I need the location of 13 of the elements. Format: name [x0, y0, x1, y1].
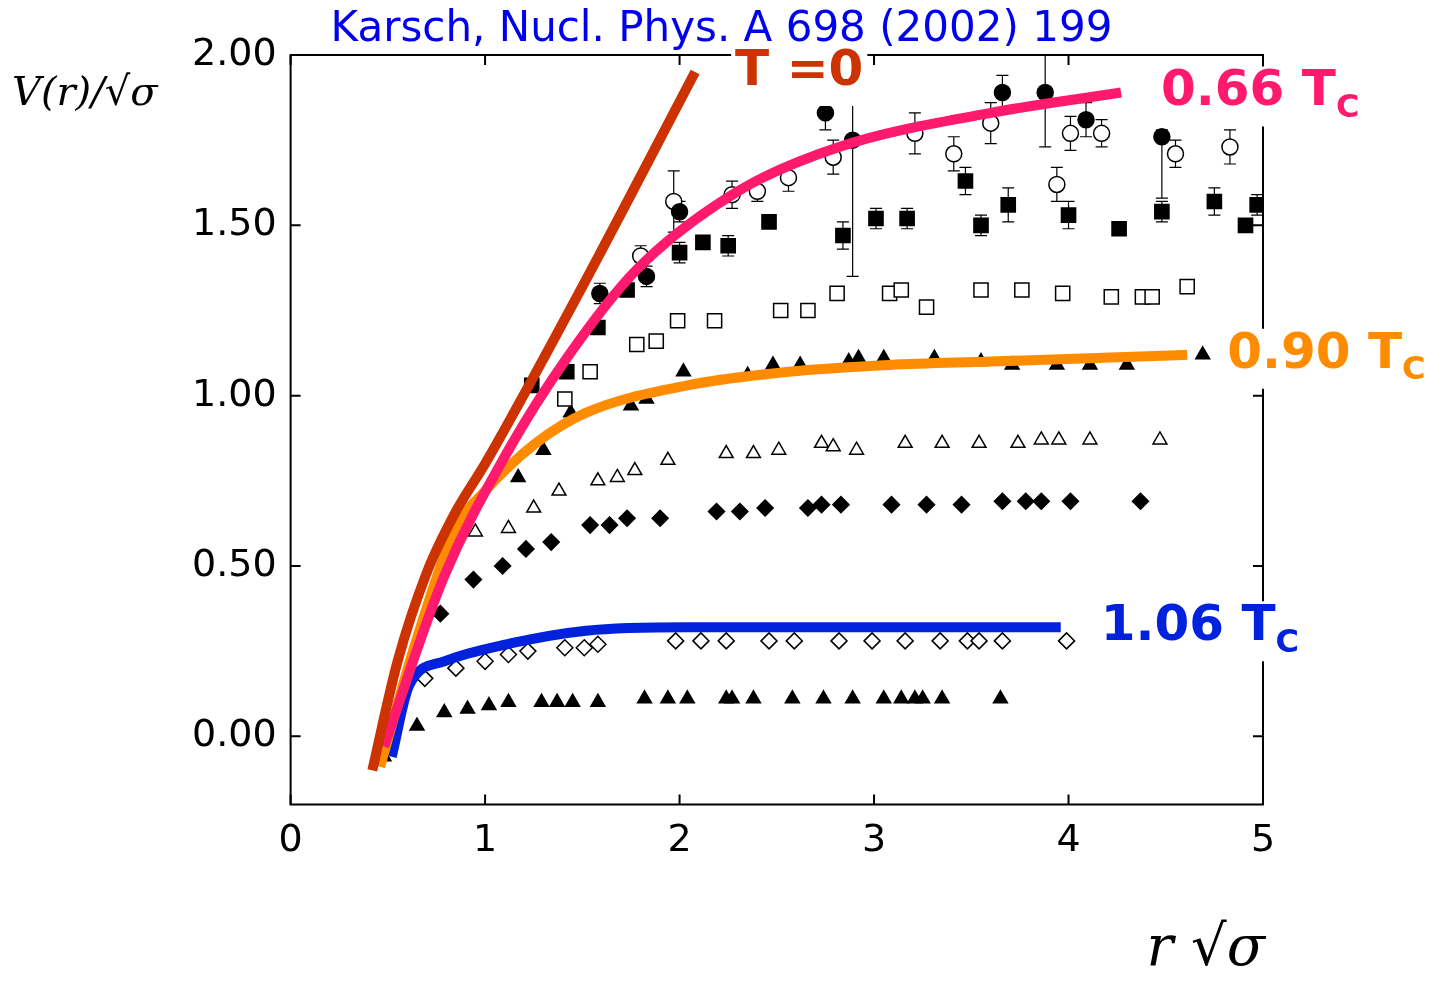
y-tick-label: 0.00 — [192, 711, 277, 756]
y-tick-label: 1.50 — [192, 200, 277, 245]
x-axis-title: r √σ — [1146, 913, 1265, 978]
x-tick-label: 3 — [861, 816, 887, 861]
x-tick-label: 5 — [1250, 816, 1276, 861]
x-tick-label: 2 — [667, 816, 692, 861]
y-tick-label: 2.00 — [192, 29, 277, 74]
y-tick-label: 1.00 — [192, 370, 277, 415]
x-tick-label: 0 — [278, 816, 303, 861]
y-tick-label: 0.50 — [192, 540, 277, 585]
x-tick-label: 1 — [472, 816, 498, 861]
y-axis-title: V(r)/√σ — [12, 68, 158, 114]
x-tick-label: 4 — [1056, 816, 1081, 861]
